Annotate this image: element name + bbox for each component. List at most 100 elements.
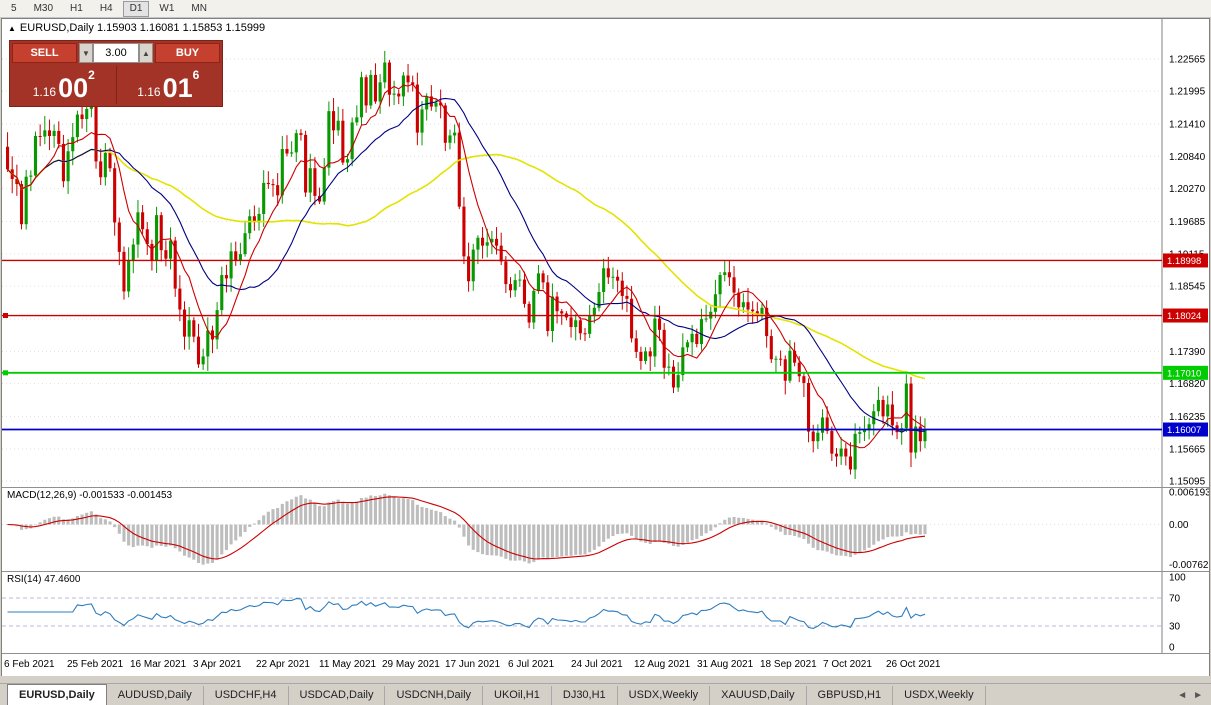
main-chart-canvas[interactable]: 1.22565 1.21995 1.21410 1.20840 1.20270 1.196… — [2, 19, 1209, 487]
time-axis[interactable]: 6 Feb 2021 25 Feb 2021 16 Mar 2021 3 Apr 20… — [2, 654, 1209, 676]
timeframe-button-m30[interactable]: M30 — [33, 2, 54, 14]
svg-text:1.16820: 1.16820 — [1169, 379, 1206, 390]
svg-text:0: 0 — [1169, 643, 1175, 654]
chart-ohlc-values: 1.15903 1.16081 1.15853 1.15999 — [96, 22, 266, 34]
rsi-line — [7, 598, 926, 629]
chart-window: 1.22565 1.21995 1.21410 1.20840 1.20270 1.196… — [1, 18, 1210, 676]
timeframe-toolbar: 5 M30 H1 H4 D1 W1 MN — [0, 0, 1211, 18]
chart-tab-3-usdcad-daily[interactable]: USDCAD,Daily — [289, 686, 386, 705]
rsi-label: RSI(14) 47.4600 — [7, 574, 81, 585]
tabs-scroll-right-icon[interactable]: ► — [1193, 690, 1203, 701]
tabs-scroll-left-icon[interactable]: ◄ — [1177, 690, 1188, 701]
date-label: 11 May 2021 — [319, 659, 377, 670]
svg-text:1.15665: 1.15665 — [1169, 444, 1206, 455]
date-label: 18 Sep 2021 — [760, 659, 817, 670]
rsi-pane: 100 70 30 0 RSI(14) 47.4600 — [2, 572, 1209, 654]
buy-price-prefix: 1.16 — [137, 85, 161, 99]
price-gridlines — [2, 58, 1162, 482]
timeframe-button-5[interactable]: 5 — [11, 2, 17, 14]
svg-text:-0.007621: -0.007621 — [1169, 560, 1209, 571]
timeframe-button-h4[interactable]: H4 — [99, 2, 113, 14]
date-label: 12 Aug 2021 — [634, 659, 691, 670]
date-label: 22 Apr 2021 — [256, 659, 310, 670]
svg-text:1.18024: 1.18024 — [1167, 311, 1201, 322]
hline-1.16007[interactable]: 1.16007 — [2, 422, 1208, 437]
date-label: 25 Feb 2021 — [67, 659, 124, 670]
hline-1.18998[interactable]: 1.18998 — [2, 253, 1208, 268]
ma-fast-line — [7, 83, 926, 449]
volume-input[interactable] — [93, 43, 139, 63]
svg-text:1.15095: 1.15095 — [1169, 477, 1206, 487]
date-label: 7 Oct 2021 — [823, 659, 872, 670]
buy-price[interactable]: 1.16 01 6 — [117, 66, 221, 104]
date-label: 26 Oct 2021 — [886, 659, 941, 670]
timeframe-button-mn[interactable]: MN — [191, 2, 207, 14]
timeframe-button-h1[interactable]: H1 — [70, 2, 83, 14]
svg-text:0.00: 0.00 — [1169, 520, 1189, 531]
sell-button[interactable]: SELL — [12, 43, 77, 63]
buy-price-pip: 6 — [192, 68, 200, 82]
chart-tab-1-audusd-daily[interactable]: AUDUSD,Daily — [107, 686, 204, 705]
date-label: 3 Apr 2021 — [193, 659, 242, 670]
hline-1.17010[interactable]: 1.17010 — [2, 365, 1208, 380]
macd-label: MACD(12,26,9) -0.001533 -0.001453 — [7, 490, 173, 501]
svg-text:30: 30 — [1169, 622, 1181, 633]
date-label: 29 May 2021 — [382, 659, 440, 670]
volume-decrease-icon[interactable]: ▼ — [79, 43, 93, 63]
chart-tab-0-eurusd-daily[interactable]: EURUSD,Daily — [7, 684, 107, 705]
rsi-axis[interactable]: 100 70 30 0 — [1169, 573, 1186, 654]
svg-text:1.18998: 1.18998 — [1167, 256, 1201, 267]
volume-increase-icon[interactable]: ▲ — [139, 43, 153, 63]
date-label: 24 Jul 2021 — [571, 659, 623, 670]
date-label: 31 Aug 2021 — [697, 659, 754, 670]
chart-tab-5-ukoil-h1[interactable]: UKOil,H1 — [483, 686, 552, 705]
volume-stepper: ▼ ▲ — [79, 43, 153, 63]
svg-text:1.19685: 1.19685 — [1169, 217, 1206, 228]
timeframe-button-d1[interactable]: D1 — [122, 0, 150, 17]
window-collapse-icon[interactable]: ▲ — [8, 24, 16, 33]
svg-text:1.17010: 1.17010 — [1167, 368, 1201, 379]
chart-tab-10-usdx-weekly[interactable]: USDX,Weekly — [893, 686, 986, 705]
tab-scroll-arrows: ◄ ► — [1177, 690, 1211, 705]
main-chart-pane: 1.22565 1.21995 1.21410 1.20840 1.20270 1.196… — [2, 19, 1209, 488]
chart-tab-4-usdcnh-daily[interactable]: USDCNH,Daily — [385, 686, 484, 705]
price-axis[interactable]: 1.22565 1.21995 1.21410 1.20840 1.20270 1.196… — [1169, 54, 1206, 487]
ma-mid-line — [7, 97, 926, 433]
macd-canvas[interactable]: 0.006193 0.00 -0.007621 — [2, 488, 1209, 571]
chart-tab-7-usdx-weekly[interactable]: USDX,Weekly — [618, 686, 711, 705]
sell-price-prefix: 1.16 — [32, 85, 57, 99]
svg-text:1.20840: 1.20840 — [1169, 152, 1206, 163]
svg-text:100: 100 — [1169, 573, 1186, 584]
svg-text:70: 70 — [1169, 594, 1181, 605]
svg-text:1.21995: 1.21995 — [1169, 87, 1206, 98]
svg-text:1.17390: 1.17390 — [1169, 347, 1206, 358]
macd-signal-line — [7, 496, 926, 560]
date-label: 6 Feb 2021 — [4, 659, 55, 670]
macd-axis[interactable]: 0.006193 0.00 -0.007621 — [1169, 488, 1209, 571]
svg-text:1.18545: 1.18545 — [1169, 282, 1206, 293]
svg-text:1.21410: 1.21410 — [1169, 120, 1206, 131]
hline-1.18024[interactable]: 1.18024 — [2, 308, 1208, 323]
macd-pane: 0.006193 0.00 -0.007621 MACD(12,26,9) -0.0… — [2, 488, 1209, 572]
chart-tab-2-usdchf-h4[interactable]: USDCHF,H4 — [204, 686, 289, 705]
macd-histogram — [6, 493, 927, 565]
price-divider — [115, 66, 117, 104]
date-label: 6 Jul 2021 — [508, 659, 555, 670]
chart-symbol-label: EURUSD,Daily — [19, 22, 94, 34]
ma-slow-line — [6, 148, 926, 380]
chart-tab-6-dj30-h1[interactable]: DJ30,H1 — [552, 686, 618, 705]
rsi-canvas[interactable]: 100 70 30 0 — [2, 572, 1209, 653]
date-label: 16 Mar 2021 — [130, 659, 187, 670]
svg-text:1.16007: 1.16007 — [1167, 425, 1201, 436]
sell-price-big: 00 — [58, 73, 89, 103]
chart-tab-9-gbpusd-h1[interactable]: GBPUSD,H1 — [807, 686, 894, 705]
svg-text:1.16235: 1.16235 — [1169, 412, 1206, 423]
svg-text:1.22565: 1.22565 — [1169, 54, 1206, 65]
sell-price-pip: 2 — [88, 68, 95, 82]
chart-tab-8-xauusd-daily[interactable]: XAUUSD,Daily — [710, 686, 807, 705]
svg-text:0.006193: 0.006193 — [1169, 488, 1209, 499]
timeframe-button-w1[interactable]: W1 — [159, 2, 175, 14]
chart-tab-bar: EURUSD,Daily AUDUSD,Daily USDCHF,H4 USDCAD,… — [0, 683, 1211, 705]
buy-button[interactable]: BUY — [155, 43, 220, 63]
sell-price[interactable]: 1.16 00 2 — [12, 66, 116, 104]
